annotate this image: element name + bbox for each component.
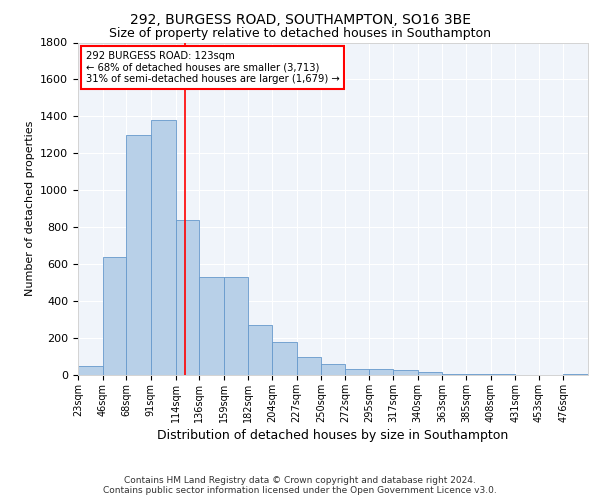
Bar xyxy=(176,220,199,375)
Text: 292 BURGESS ROAD: 123sqm
← 68% of detached houses are smaller (3,713)
31% of sem: 292 BURGESS ROAD: 123sqm ← 68% of detach… xyxy=(86,51,340,84)
Bar xyxy=(248,325,272,375)
Bar xyxy=(126,135,151,375)
Text: Size of property relative to detached houses in Southampton: Size of property relative to detached ho… xyxy=(109,28,491,40)
Bar xyxy=(224,277,248,375)
Y-axis label: Number of detached properties: Number of detached properties xyxy=(25,121,35,296)
Bar xyxy=(345,370,370,375)
Bar xyxy=(103,257,126,375)
Bar xyxy=(418,372,442,375)
Bar xyxy=(199,277,224,375)
Bar xyxy=(491,374,515,375)
Bar xyxy=(321,364,345,375)
Bar xyxy=(393,370,418,375)
Bar xyxy=(442,374,466,375)
Bar xyxy=(296,356,321,375)
Text: 292, BURGESS ROAD, SOUTHAMPTON, SO16 3BE: 292, BURGESS ROAD, SOUTHAMPTON, SO16 3BE xyxy=(130,12,470,26)
Bar xyxy=(466,374,491,375)
Bar xyxy=(78,366,103,375)
Bar xyxy=(563,374,588,375)
Bar xyxy=(370,370,393,375)
Bar xyxy=(151,120,176,375)
Text: Contains HM Land Registry data © Crown copyright and database right 2024.
Contai: Contains HM Land Registry data © Crown c… xyxy=(103,476,497,495)
X-axis label: Distribution of detached houses by size in Southampton: Distribution of detached houses by size … xyxy=(157,429,509,442)
Bar xyxy=(272,342,296,375)
